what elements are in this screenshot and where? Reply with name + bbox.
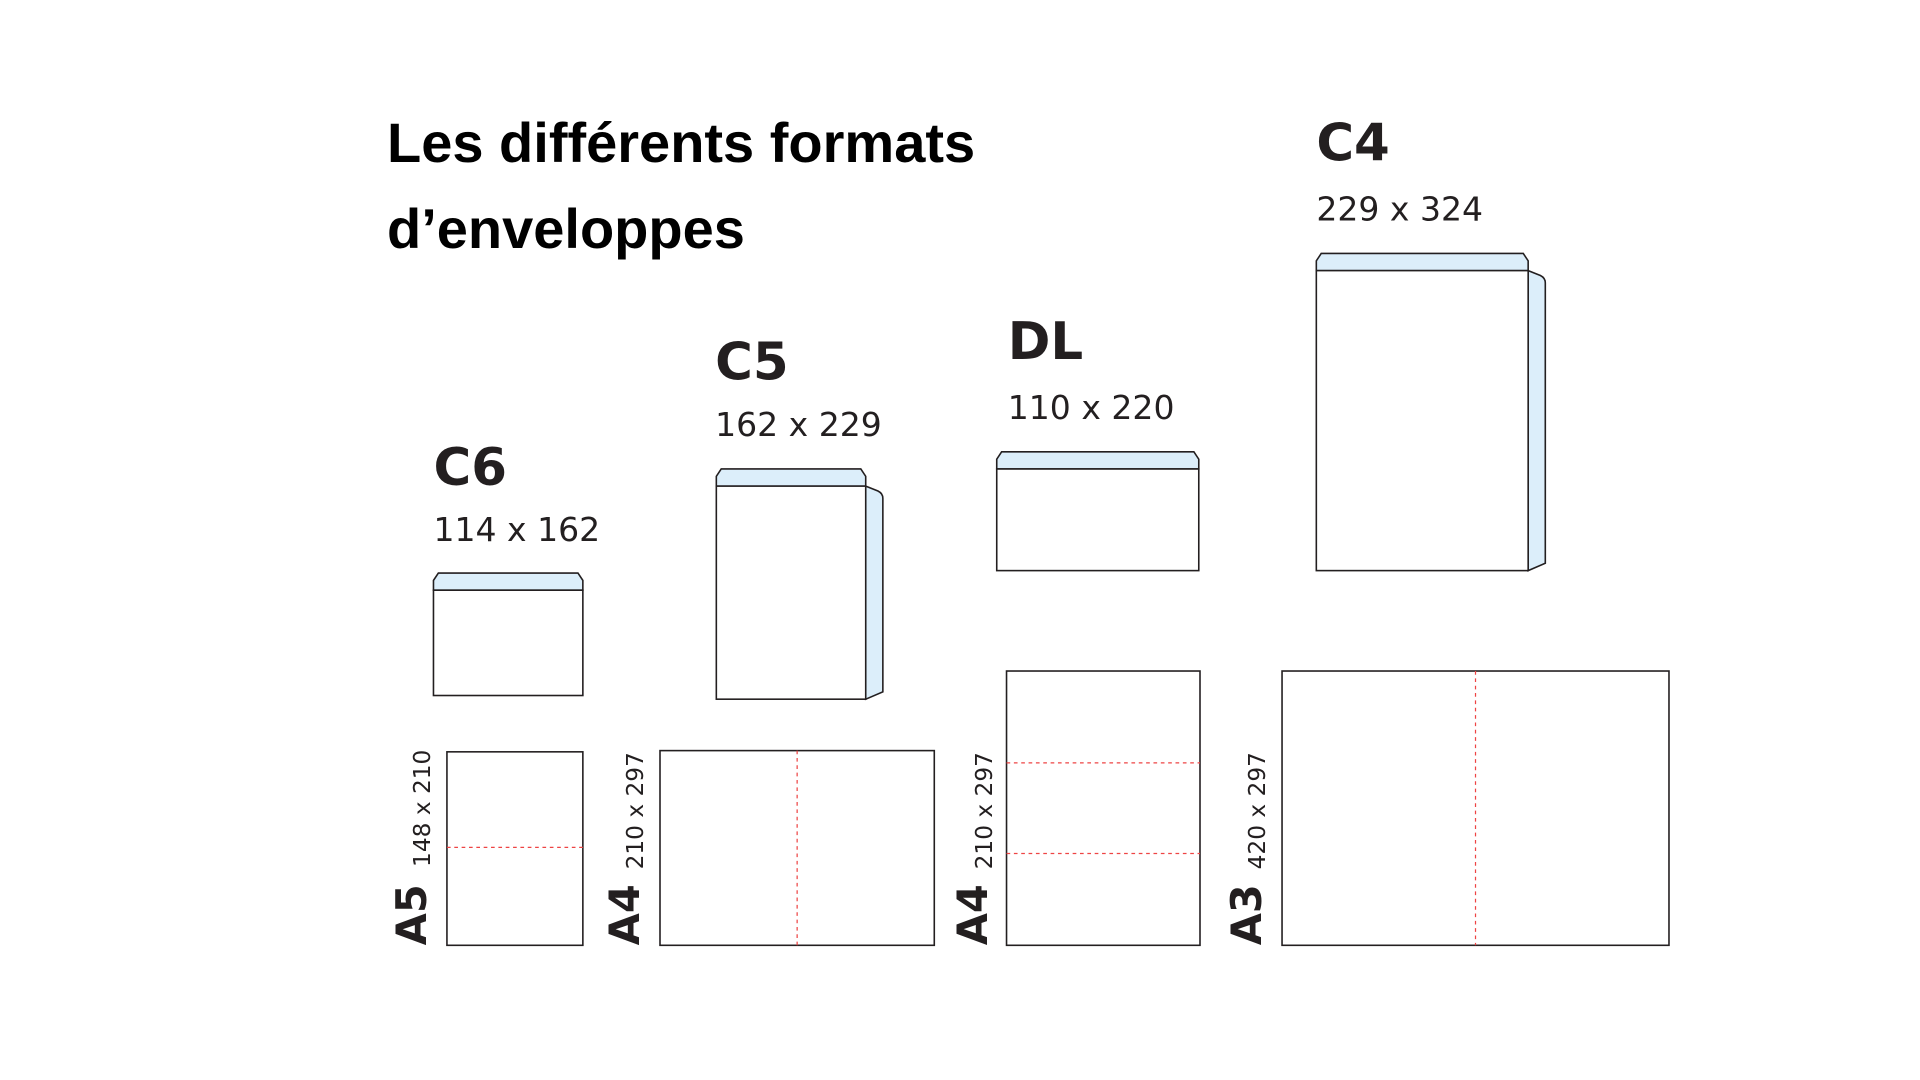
envelope-body (432, 589, 584, 697)
paper-size: 420 x 297 (1244, 752, 1271, 869)
envelope-side (864, 484, 884, 701)
paper-name: A4 (600, 884, 649, 945)
envelope-size: 229 x 324 (1316, 189, 1483, 228)
envelope-size: 162 x 229 (715, 405, 882, 444)
envelope-flap (995, 451, 1200, 470)
paper-size: 148 x 210 (409, 750, 436, 867)
title: Les différents formats d’enveloppes (387, 111, 976, 260)
envelope-name: C6 (433, 438, 507, 498)
envelope-body (1315, 269, 1529, 572)
envelope-side (1527, 269, 1547, 572)
envelope-flap (715, 468, 867, 487)
paper-sheet (446, 751, 584, 947)
envelope-name: DL (1008, 312, 1083, 372)
paper-name: A3 (1222, 884, 1271, 945)
paper-sheet (1281, 670, 1670, 947)
paper-sheet (1005, 670, 1201, 947)
envelope-flap (432, 572, 584, 591)
paper-name: A5 (387, 884, 436, 945)
envelope-size: 110 x 220 (1008, 388, 1175, 427)
envelope-size: 114 x 162 (433, 510, 600, 549)
paper-name: A4 (948, 884, 997, 945)
envelope-name: C5 (715, 333, 789, 393)
paper-size: 210 x 297 (622, 752, 649, 869)
envelope-name: C4 (1316, 113, 1390, 173)
envelope-flap (1315, 252, 1529, 272)
envelope-body (715, 485, 867, 700)
paper-size: 210 x 297 (971, 752, 998, 869)
envelope-body (995, 468, 1200, 572)
